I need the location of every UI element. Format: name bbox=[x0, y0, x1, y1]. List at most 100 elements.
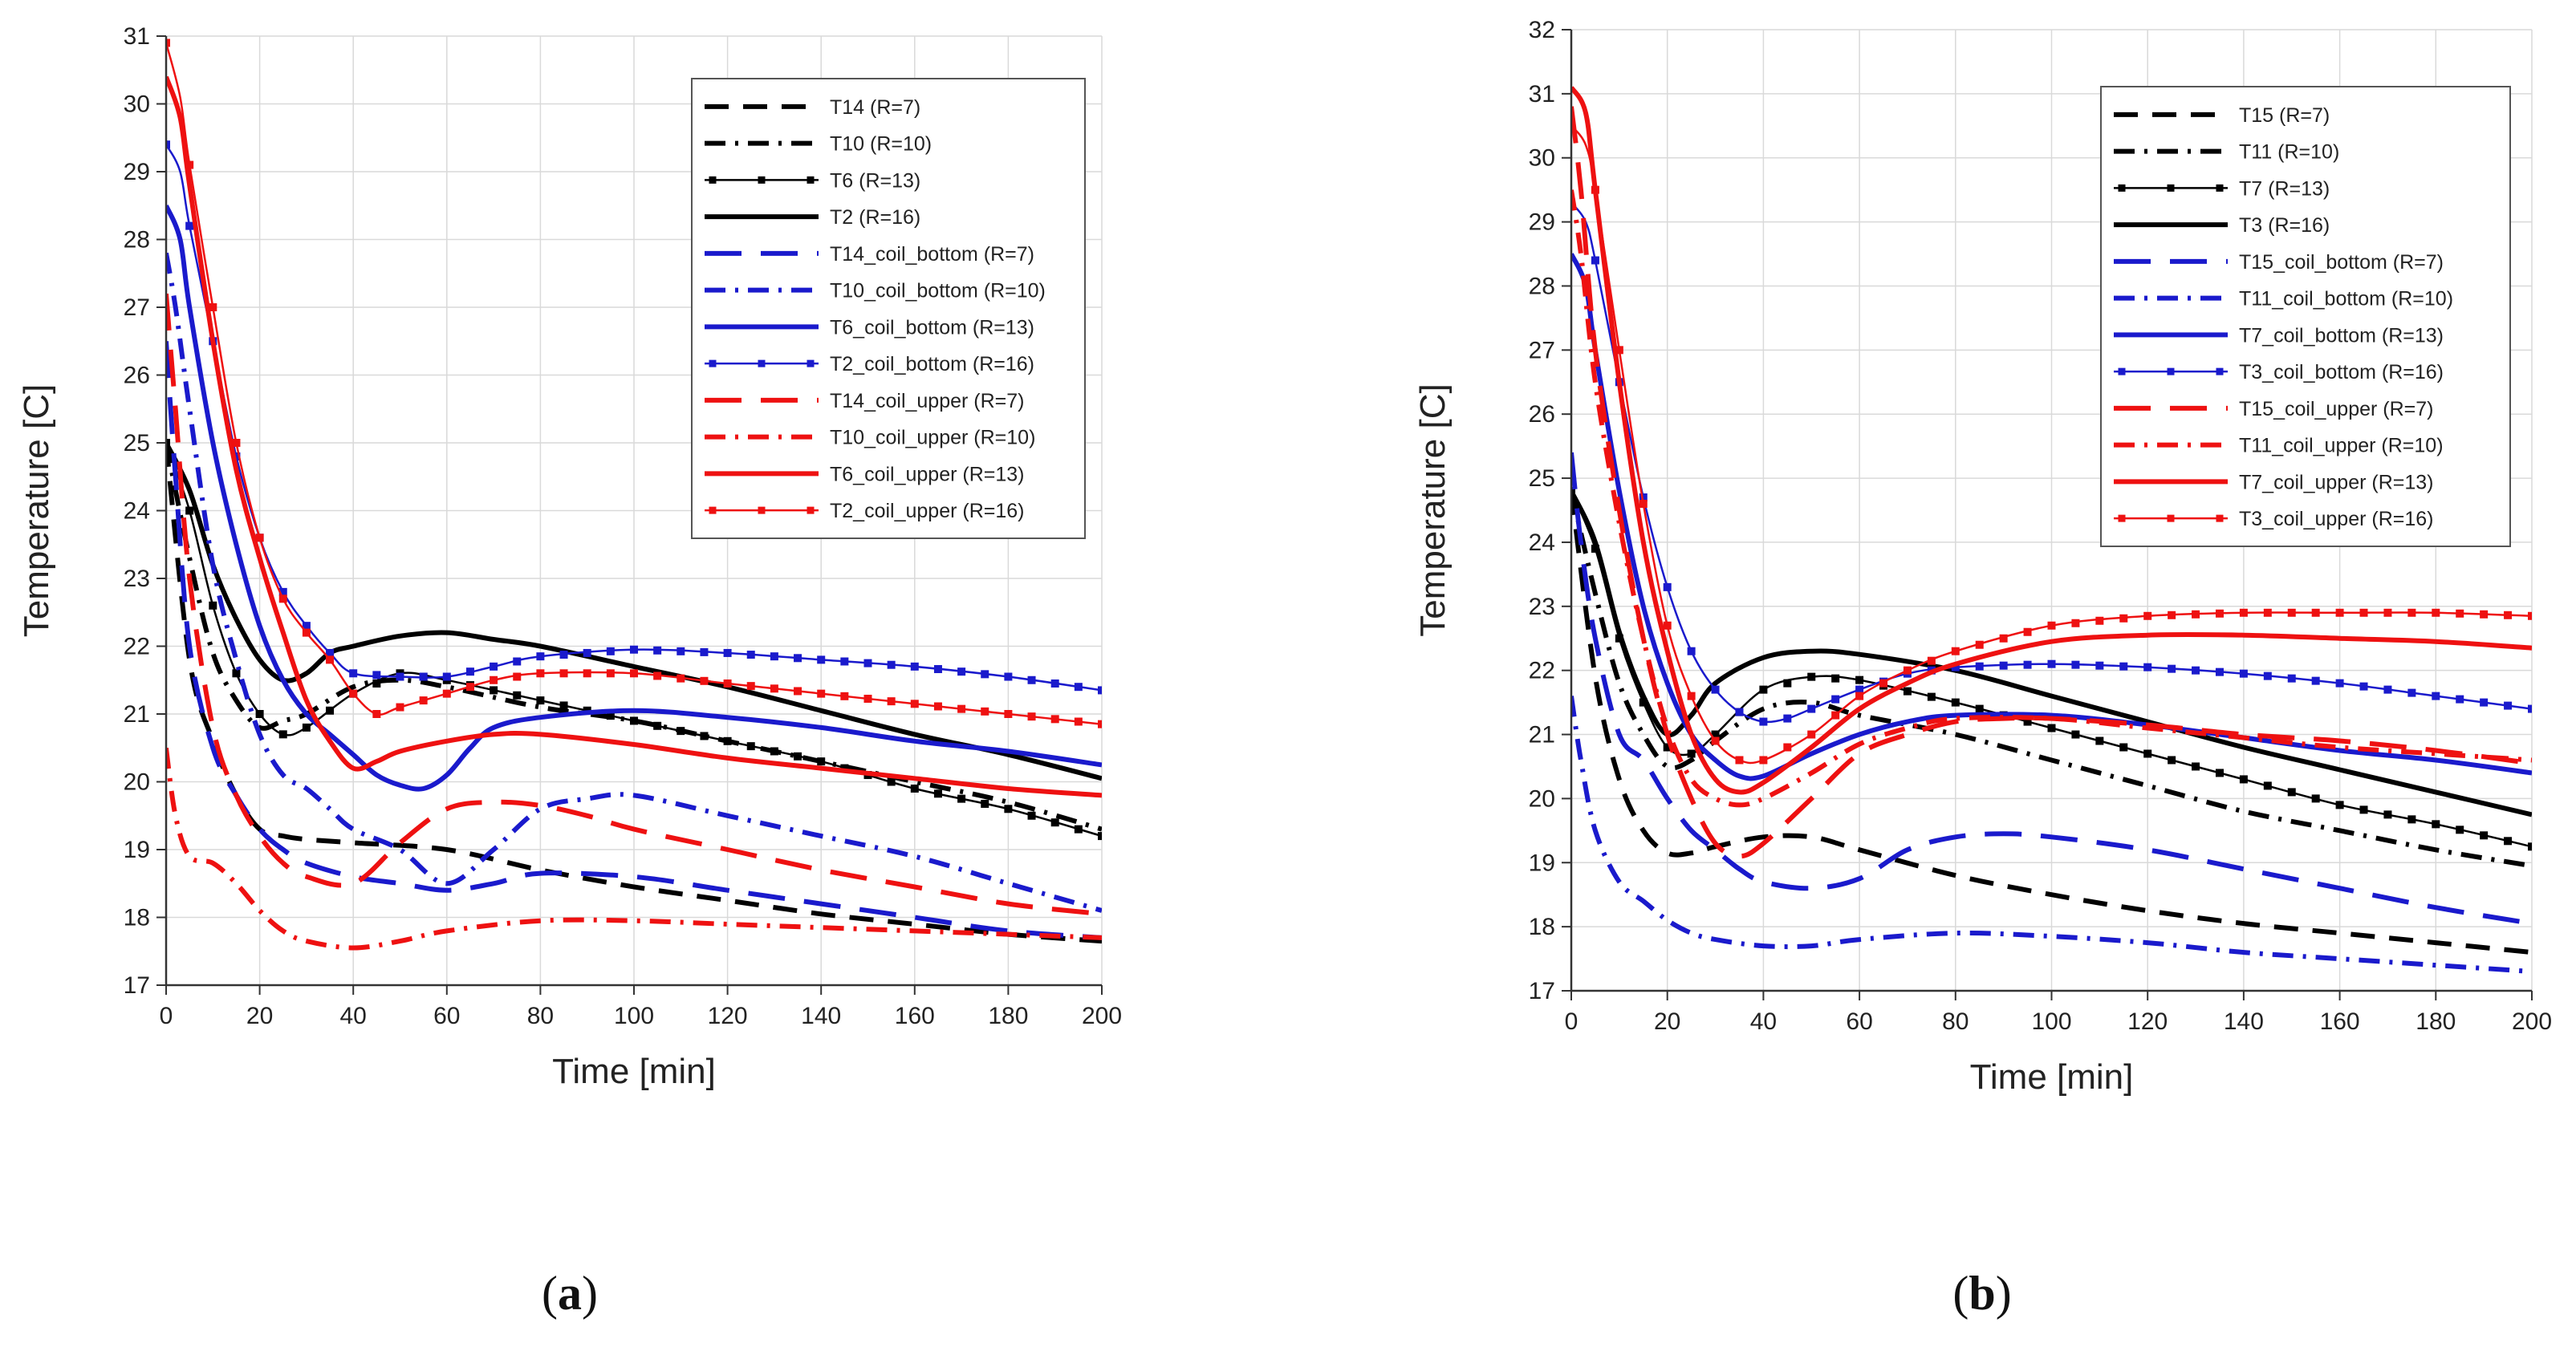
series-marker bbox=[933, 789, 942, 798]
legend-marker bbox=[807, 359, 815, 367]
series-marker bbox=[2528, 611, 2532, 620]
legend-box bbox=[691, 78, 1086, 539]
legend-marker bbox=[2118, 514, 2126, 522]
series-marker bbox=[513, 691, 522, 700]
series-line-t2-r-16- bbox=[166, 441, 1102, 781]
series-marker bbox=[372, 671, 381, 680]
series-marker bbox=[1999, 661, 2008, 670]
series-marker bbox=[630, 716, 638, 725]
series-marker bbox=[1687, 692, 1696, 700]
y-tick-label: 32 bbox=[1529, 17, 1555, 43]
series-marker bbox=[2359, 682, 2368, 691]
series-marker bbox=[2311, 608, 2320, 617]
legend-label: T15_coil_upper (R=7) bbox=[2239, 398, 2434, 420]
legend-marker bbox=[807, 506, 815, 514]
series-marker bbox=[957, 667, 966, 676]
y-tick-label: 27 bbox=[1529, 337, 1555, 363]
series-marker bbox=[2143, 611, 2152, 620]
y-tick-label: 25 bbox=[124, 430, 150, 456]
panel-caption-a: (a) bbox=[542, 1267, 598, 1320]
series-marker bbox=[1687, 749, 1696, 758]
series-marker bbox=[302, 723, 311, 732]
series-marker bbox=[2047, 621, 2056, 630]
series-marker bbox=[1004, 805, 1013, 813]
series-marker bbox=[2023, 660, 2032, 669]
y-tick-label: 24 bbox=[124, 498, 150, 525]
series-marker bbox=[396, 703, 404, 712]
series-marker bbox=[677, 727, 685, 736]
series-marker bbox=[2383, 685, 2392, 694]
series-marker bbox=[559, 701, 568, 710]
series-marker bbox=[1027, 712, 1036, 721]
x-tick-label: 80 bbox=[1942, 1008, 1969, 1035]
series-marker bbox=[887, 660, 896, 669]
series-marker bbox=[232, 439, 241, 447]
x-tick-label: 120 bbox=[2127, 1008, 2168, 1035]
y-tick-label: 30 bbox=[124, 91, 150, 118]
series-marker bbox=[2023, 627, 2032, 636]
series-marker bbox=[1074, 717, 1083, 726]
series-line-t10-coil-upper-r-10- bbox=[166, 747, 1102, 951]
series-marker bbox=[1591, 185, 1599, 194]
series-marker bbox=[2359, 608, 2368, 617]
legend-label: T11_coil_bottom (R=10) bbox=[2239, 288, 2453, 310]
series-marker bbox=[1663, 582, 1672, 591]
series-line-t15-coil-upper-r-7- bbox=[1571, 106, 2532, 859]
series-marker bbox=[166, 140, 170, 149]
series-marker bbox=[2528, 842, 2532, 851]
series-marker bbox=[2119, 614, 2128, 623]
series-marker bbox=[1903, 687, 1912, 696]
series-marker bbox=[1975, 640, 1984, 649]
legend-label: T14_coil_bottom (R=7) bbox=[830, 243, 1034, 266]
series-marker bbox=[840, 692, 849, 700]
legend-marker bbox=[709, 359, 717, 367]
series-marker bbox=[2383, 810, 2392, 819]
series-marker bbox=[536, 696, 545, 705]
y-tick-label: 24 bbox=[1529, 529, 1555, 556]
series-marker bbox=[887, 697, 896, 706]
series-marker bbox=[2095, 616, 2104, 625]
series-line-t11-coil-bottom-r-10- bbox=[1571, 696, 2532, 974]
series-marker bbox=[1759, 685, 1768, 694]
y-tick-label: 18 bbox=[124, 905, 150, 931]
series-marker bbox=[1639, 500, 1648, 509]
y-tick-label: 18 bbox=[1529, 914, 1555, 940]
series-marker bbox=[2335, 608, 2344, 617]
y-tick-label: 17 bbox=[1529, 978, 1555, 1004]
series-marker bbox=[1951, 647, 1960, 655]
series-marker bbox=[653, 671, 662, 680]
x-tick-label: 40 bbox=[340, 1003, 367, 1029]
series-marker bbox=[1098, 832, 1102, 841]
series-marker bbox=[981, 707, 989, 716]
series-marker bbox=[887, 777, 896, 786]
series-marker bbox=[1074, 683, 1083, 692]
series-marker bbox=[1711, 685, 1720, 694]
series-marker bbox=[419, 696, 428, 705]
series-marker bbox=[583, 669, 591, 678]
series-marker bbox=[2335, 679, 2344, 688]
series-line-t15-r-7- bbox=[1571, 490, 2532, 955]
y-tick-label: 30 bbox=[1529, 145, 1555, 172]
legend-marker bbox=[2118, 367, 2126, 375]
x-tick-label: 200 bbox=[1082, 1003, 1122, 1029]
legend-marker bbox=[2118, 184, 2126, 192]
series-marker bbox=[1027, 811, 1036, 820]
legend-label: T2 (R=16) bbox=[830, 206, 920, 229]
legend-marker bbox=[2167, 514, 2175, 522]
series-marker bbox=[2239, 608, 2248, 617]
series-marker bbox=[770, 652, 778, 661]
series-marker bbox=[166, 39, 170, 47]
series-marker bbox=[536, 669, 545, 678]
x-axis-label: Time [min] bbox=[552, 1052, 716, 1091]
series-line-t14-coil-upper-r-7- bbox=[166, 293, 1102, 917]
series-marker bbox=[1098, 720, 1102, 728]
y-tick-label: 17 bbox=[124, 972, 150, 999]
series-marker bbox=[1098, 686, 1102, 695]
series-marker bbox=[419, 672, 428, 681]
series-marker bbox=[910, 700, 919, 708]
legend-marker bbox=[709, 506, 717, 514]
series-marker bbox=[513, 672, 522, 681]
series-marker bbox=[1004, 710, 1013, 718]
series-marker bbox=[1855, 692, 1864, 700]
